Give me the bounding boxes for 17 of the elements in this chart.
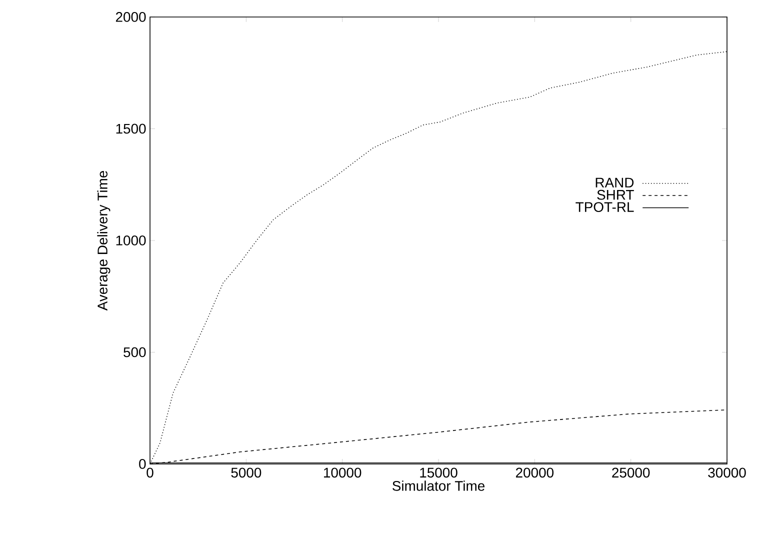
y-tick-label: 0 xyxy=(139,459,146,469)
y-axis-title: Average Delivery Time xyxy=(97,170,110,311)
y-tick-label: 1500 xyxy=(116,124,146,134)
legend-label: SHRT xyxy=(597,190,634,200)
x-tick-label: 20000 xyxy=(516,468,554,478)
x-tick-label: 30000 xyxy=(708,468,746,478)
y-tick-label: 500 xyxy=(124,347,146,358)
y-tick-label: 2000 xyxy=(116,12,146,22)
legend-label: RAND xyxy=(596,178,634,188)
x-tick-label: 10000 xyxy=(324,468,362,478)
legend-label: TPOT-RL xyxy=(576,202,634,212)
x-tick-label: 15000 xyxy=(420,468,458,478)
x-tick-label: 5000 xyxy=(231,468,262,478)
x-tick-label: 25000 xyxy=(612,468,650,478)
x-tick-label: 0 xyxy=(146,468,154,478)
y-tick-label: 1000 xyxy=(116,236,146,246)
x-axis-title: Simulator Time xyxy=(392,480,485,491)
